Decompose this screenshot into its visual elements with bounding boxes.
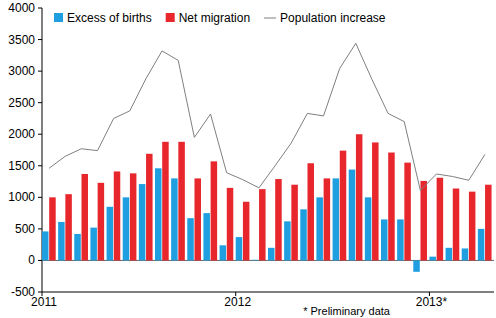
bar xyxy=(372,142,379,260)
bar xyxy=(300,209,307,260)
bar xyxy=(146,154,153,261)
bar xyxy=(194,178,201,260)
bar xyxy=(307,163,314,260)
bar xyxy=(42,231,49,260)
bar xyxy=(114,171,121,260)
bar xyxy=(324,178,331,260)
bar xyxy=(130,173,137,260)
bar xyxy=(107,207,114,261)
y-tick xyxy=(38,228,42,229)
bar xyxy=(349,170,356,261)
legend-swatch xyxy=(166,13,175,22)
bar xyxy=(178,142,185,261)
y-tick-label: 1000 xyxy=(8,190,35,204)
bar xyxy=(453,188,460,260)
bar xyxy=(397,219,404,260)
bar xyxy=(227,188,234,261)
bar xyxy=(243,202,250,261)
bar xyxy=(155,168,162,260)
annotation: * Preliminary data xyxy=(303,305,391,317)
y-tick xyxy=(38,134,42,135)
y-tick xyxy=(38,39,42,40)
legend-label: Population increase xyxy=(280,11,386,25)
bar xyxy=(203,213,210,260)
bar xyxy=(316,197,323,260)
bar xyxy=(259,189,266,260)
x-axis-line xyxy=(42,292,494,293)
chart-container: -500050010001500200025003000350040002011… xyxy=(0,0,496,318)
y-tick-label: 4000 xyxy=(8,1,35,15)
bar xyxy=(284,221,291,260)
bar xyxy=(413,260,420,271)
bar xyxy=(365,197,372,260)
bar xyxy=(446,248,453,261)
bar xyxy=(81,174,88,260)
bar xyxy=(381,219,388,260)
y-tick-label: 2500 xyxy=(8,96,35,110)
legend-label: Net migration xyxy=(179,11,250,25)
bar xyxy=(333,178,340,260)
bar xyxy=(478,229,485,261)
x-tick-label: 2012 xyxy=(224,295,251,309)
bar xyxy=(90,228,97,261)
plot-data xyxy=(42,43,492,271)
y-tick xyxy=(38,260,42,261)
bar xyxy=(252,259,259,261)
y-tick-label: 3500 xyxy=(8,33,35,47)
line xyxy=(49,43,485,190)
legend-swatch xyxy=(264,18,276,19)
y-tick-label: 3000 xyxy=(8,64,35,78)
bar xyxy=(74,234,81,261)
bar xyxy=(65,194,72,260)
y-tick xyxy=(38,197,42,198)
bar xyxy=(462,248,469,260)
y-tick-label: 500 xyxy=(15,222,35,236)
x-tick-label: 2011 xyxy=(31,295,57,309)
y-tick xyxy=(38,102,42,103)
bar xyxy=(420,181,427,261)
bar xyxy=(236,237,243,260)
y-tick-label: 1500 xyxy=(8,159,35,173)
chart-svg: -500050010001500200025003000350040002011… xyxy=(0,0,496,318)
bar xyxy=(98,183,105,261)
bar xyxy=(437,178,444,261)
y-tick xyxy=(38,165,42,166)
bar xyxy=(469,192,476,261)
bar xyxy=(49,197,56,260)
y-tick xyxy=(38,71,42,72)
bar xyxy=(356,134,363,260)
bar xyxy=(268,248,275,261)
y-tick-label: 2000 xyxy=(8,127,35,141)
bar xyxy=(485,185,492,261)
bar xyxy=(275,179,282,260)
x-tick-label: 2013* xyxy=(416,295,448,309)
legend-label: Excess of births xyxy=(67,11,152,25)
bar xyxy=(187,218,194,260)
bar xyxy=(211,161,218,260)
y-tick-label: 0 xyxy=(28,253,35,267)
bar xyxy=(291,185,298,261)
bar xyxy=(429,257,436,261)
y-tick xyxy=(38,292,42,293)
bar xyxy=(139,184,146,260)
bar xyxy=(388,153,395,261)
bar xyxy=(123,197,130,260)
bar xyxy=(171,178,178,260)
bar xyxy=(340,151,347,261)
legend-swatch xyxy=(54,13,63,22)
y-tick xyxy=(38,8,42,9)
bar xyxy=(58,222,64,260)
bar xyxy=(220,245,227,260)
bar xyxy=(162,142,169,261)
bar xyxy=(404,163,411,261)
